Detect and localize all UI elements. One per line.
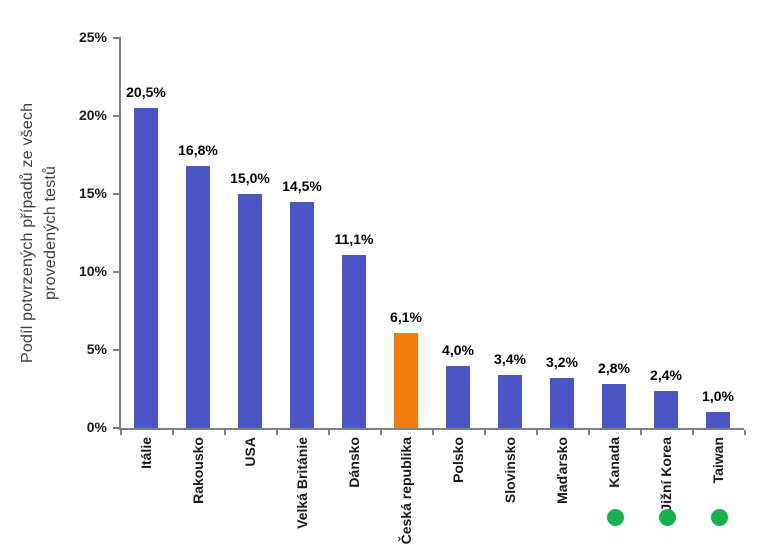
bar-value-label: 4,0% xyxy=(442,341,474,358)
y-tick-label: 10% xyxy=(78,263,107,279)
x-category-label: Polsko xyxy=(450,437,466,483)
x-axis-line xyxy=(119,428,744,430)
x-category-label: Itálie xyxy=(138,437,154,469)
x-category-label: Kanada xyxy=(606,437,622,488)
bar-value-label: 6,1% xyxy=(390,308,422,325)
bar-value-label: 11,1% xyxy=(334,230,374,247)
y-axis-tick xyxy=(113,37,119,39)
x-category-label: Taiwan xyxy=(710,437,726,484)
x-axis-tick xyxy=(484,430,486,435)
bar-value-label: 14,5% xyxy=(282,177,322,194)
y-axis-line xyxy=(119,37,121,429)
bar-value-label: 15,0% xyxy=(230,170,270,186)
x-axis-tick xyxy=(744,430,746,435)
bar-value-label: 16,8% xyxy=(178,141,218,158)
bar xyxy=(134,108,158,428)
x-axis-tick xyxy=(536,430,538,435)
y-tick-label: 15% xyxy=(78,185,107,201)
y-axis-tick xyxy=(113,193,119,195)
x-category-label: Rakousko xyxy=(190,437,206,504)
bar-value-label: 3,4% xyxy=(494,350,526,367)
y-axis-tick xyxy=(113,427,119,429)
x-category-label: Česká republika xyxy=(398,437,414,545)
bar-value-label: 3,2% xyxy=(546,354,578,371)
green-dot-icon xyxy=(607,509,624,526)
bar xyxy=(238,194,262,428)
bar xyxy=(498,374,522,428)
bar xyxy=(186,165,210,428)
x-axis-tick xyxy=(276,430,278,435)
y-axis-title: Podíl potvrzených případů ze všech prove… xyxy=(19,102,60,364)
x-axis-tick xyxy=(640,430,642,435)
bar xyxy=(706,412,730,428)
y-axis-tick xyxy=(113,271,119,273)
x-axis-tick xyxy=(432,430,434,435)
bar xyxy=(342,254,366,428)
x-axis-tick xyxy=(172,430,174,435)
x-axis-tick xyxy=(328,430,330,435)
x-axis-tick xyxy=(120,430,122,435)
x-axis-tick xyxy=(224,430,226,435)
green-dot-icon xyxy=(711,509,728,526)
bar xyxy=(654,390,678,428)
x-category-label: USA xyxy=(242,437,258,467)
x-category-label: Dánsko xyxy=(346,437,362,488)
y-tick-label: 0% xyxy=(86,419,107,435)
y-axis-tick xyxy=(113,349,119,351)
bar-value-label: 20,5% xyxy=(126,84,166,101)
x-category-label: Velká Británie xyxy=(294,437,310,529)
x-category-label: Jižní Korea xyxy=(658,437,674,512)
y-tick-label: 20% xyxy=(78,107,107,123)
bar-value-label: 2,8% xyxy=(598,360,630,377)
green-dot-icon xyxy=(659,509,676,526)
x-axis-tick xyxy=(692,430,694,435)
x-axis-tick xyxy=(588,430,590,435)
bar-highlighted xyxy=(394,332,418,428)
y-tick-label: 5% xyxy=(86,341,107,357)
bar-value-label: 1,0% xyxy=(702,388,734,405)
bar xyxy=(446,365,470,428)
bar xyxy=(550,378,574,428)
bar-value-label: 2,4% xyxy=(650,366,682,383)
x-axis-tick xyxy=(380,430,382,435)
x-category-label: Slovinsko xyxy=(502,437,518,504)
bar xyxy=(290,201,314,428)
y-tick-label: 25% xyxy=(78,29,107,45)
y-axis-tick xyxy=(113,115,119,117)
bar xyxy=(602,384,626,428)
x-category-label: Maďarsko xyxy=(554,437,570,504)
